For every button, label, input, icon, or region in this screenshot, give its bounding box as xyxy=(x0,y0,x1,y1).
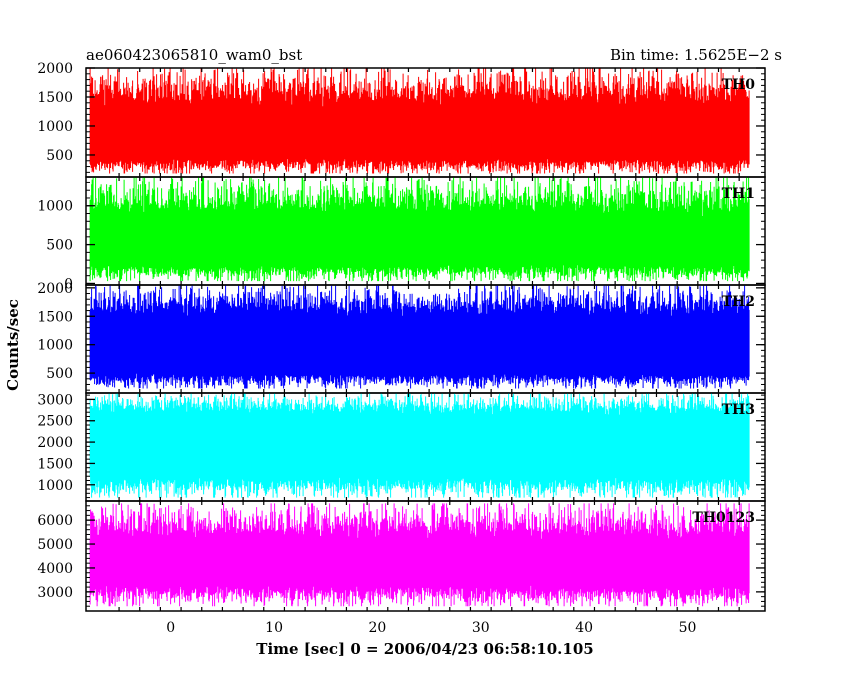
y-tick-label: 1000 xyxy=(37,478,73,494)
y-tick-label: 500 xyxy=(46,148,73,164)
panel-label-th0123: TH0123 xyxy=(692,510,755,526)
y-tick-label: 1000 xyxy=(37,119,73,135)
x-tick-label: 40 xyxy=(575,620,593,636)
y-tick-label: 1500 xyxy=(37,309,73,325)
x-tick-label: 20 xyxy=(369,620,387,636)
y-tick-label: 2000 xyxy=(37,281,73,297)
x-tick-label: 10 xyxy=(265,620,283,636)
y-tick-label: 0 xyxy=(64,276,73,292)
x-tick-label: 50 xyxy=(679,620,697,636)
y-tick-label: 1000 xyxy=(37,199,73,215)
y-tick-label: 500 xyxy=(46,238,73,254)
panel-label-th1: TH1 xyxy=(722,186,755,202)
panel-th0123: 3000 4000 5000 6000 TH0123 xyxy=(37,500,766,612)
y-tick-label: 4000 xyxy=(37,561,73,577)
panel-th2: 500 1000 1500 2000 TH2 xyxy=(37,281,766,394)
x-axis: 0 10 20 30 40 50 xyxy=(166,620,696,636)
y-tick-label: 3000 xyxy=(37,585,73,601)
panels-group: 500 1000 1500 2000 TH0 0 500 1000 TH1 500 1000 1500… xyxy=(37,61,766,612)
series-core-th2 xyxy=(90,328,750,368)
y-tick-label: 1000 xyxy=(37,338,73,354)
series-core-th3 xyxy=(90,424,750,471)
y-tick-label: 500 xyxy=(46,366,73,382)
y-axis-label: Counts/sec xyxy=(4,299,22,391)
panel-label-th0: TH0 xyxy=(722,77,756,93)
y-tick-label: 5000 xyxy=(37,537,73,553)
x-tick-label: 0 xyxy=(166,620,175,636)
panel-th3: 1000 1500 2000 2500 3000 TH3 xyxy=(37,392,766,502)
panel-label-th2: TH2 xyxy=(722,294,755,310)
x-tick-label: 30 xyxy=(472,620,490,636)
y-tick-label: 2500 xyxy=(37,414,73,430)
y-tick-label: 3000 xyxy=(37,392,73,408)
series-core-th0 xyxy=(90,118,750,152)
series-core-th0123 xyxy=(90,550,750,579)
y-tick-label: 6000 xyxy=(37,513,73,529)
panel-th0: 500 1000 1500 2000 TH0 xyxy=(37,61,766,178)
x-axis-label: Time [sec] 0 = 2006/04/23 06:58:10.105 xyxy=(256,640,593,658)
y-tick-label: 2000 xyxy=(37,61,73,77)
bin-time-label: Bin time: 1.5625E−2 s xyxy=(610,46,782,64)
panel-label-th3: TH3 xyxy=(722,402,755,418)
series-core-th1 xyxy=(90,226,750,258)
panel-frame xyxy=(85,500,766,612)
y-tick-label: 1500 xyxy=(37,90,73,106)
panel-th1: 0 500 1000 TH1 xyxy=(37,176,766,292)
y-tick-label: 1500 xyxy=(37,456,73,472)
figure-title: ae060423065810_wam0_bst xyxy=(86,46,302,64)
y-tick-label: 2000 xyxy=(37,435,73,451)
